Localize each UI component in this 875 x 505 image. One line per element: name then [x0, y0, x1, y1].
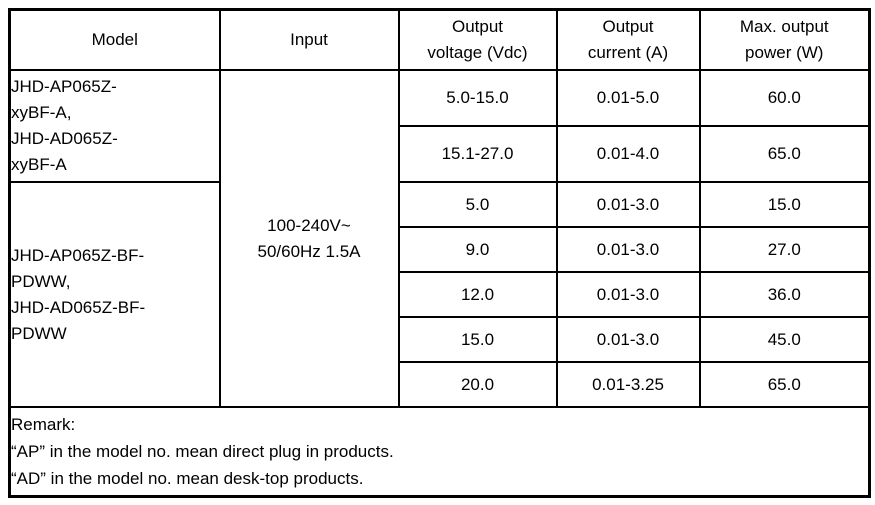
col-header-model: Model: [8, 8, 221, 71]
header-row: Model Input Output voltage (Vdc) Output …: [8, 8, 871, 71]
voltage-cell: 5.0-15.0: [397, 69, 558, 127]
table-row: 20.0 0.01-3.25 65.0: [10, 361, 871, 408]
table-row: 9.0 0.01-3.0 27.0: [10, 226, 871, 273]
table-row: JHD-AP065Z-BF- PDWW, JHD-AD065Z-BF- PDWW…: [8, 181, 871, 408]
power-cell: 27.0: [698, 226, 871, 273]
table-row: 15.0 0.01-3.0 45.0: [10, 316, 871, 363]
current-cell: 0.01-4.0: [555, 125, 701, 183]
current-cell: 0.01-3.0: [555, 226, 701, 273]
col-header-power: Max. output power (W): [698, 8, 871, 71]
model-cell-group-1: JHD-AP065Z- xyBF-A, JHD-AD065Z- xyBF-A: [8, 69, 221, 183]
voltage-cell: 9.0: [397, 226, 558, 273]
col-header-voltage: Output voltage (Vdc): [397, 8, 558, 71]
model-cell-group-2: JHD-AP065Z-BF- PDWW, JHD-AD065Z-BF- PDWW: [8, 181, 221, 408]
power-cell: 65.0: [698, 361, 871, 408]
power-spec-table: Model Input Output voltage (Vdc) Output …: [8, 8, 871, 498]
power-cell: 36.0: [698, 271, 871, 318]
table-row: 12.0 0.01-3.0 36.0: [10, 271, 871, 318]
input-cell: 100-240V~ 50/60Hz 1.5A: [218, 69, 400, 408]
remark-row: Remark: “AP” in the model no. mean direc…: [8, 406, 871, 497]
voltage-cell: 20.0: [397, 361, 558, 408]
table-row: JHD-AP065Z- xyBF-A, JHD-AD065Z- xyBF-A 1…: [8, 69, 871, 408]
remark-cell: Remark: “AP” in the model no. mean direc…: [8, 406, 871, 497]
current-cell: 0.01-3.0: [555, 316, 701, 363]
current-cell: 0.01-3.0: [555, 181, 701, 228]
col-header-input: Input: [218, 8, 400, 71]
voltage-cell: 15.1-27.0: [397, 125, 558, 183]
table-row: 15.1-27.0 0.01-4.0 65.0: [10, 125, 871, 183]
voltage-cell: 5.0: [397, 181, 558, 228]
current-cell: 0.01-3.0: [555, 271, 701, 318]
voltage-cell: 12.0: [397, 271, 558, 318]
power-cell: 45.0: [698, 316, 871, 363]
power-cell: 60.0: [698, 69, 871, 127]
voltage-cell: 15.0: [397, 316, 558, 363]
current-cell: 0.01-5.0: [555, 69, 701, 127]
col-header-current: Output current (A): [555, 8, 701, 71]
power-cell: 15.0: [698, 181, 871, 228]
current-cell: 0.01-3.25: [555, 361, 701, 408]
power-cell: 65.0: [698, 125, 871, 183]
